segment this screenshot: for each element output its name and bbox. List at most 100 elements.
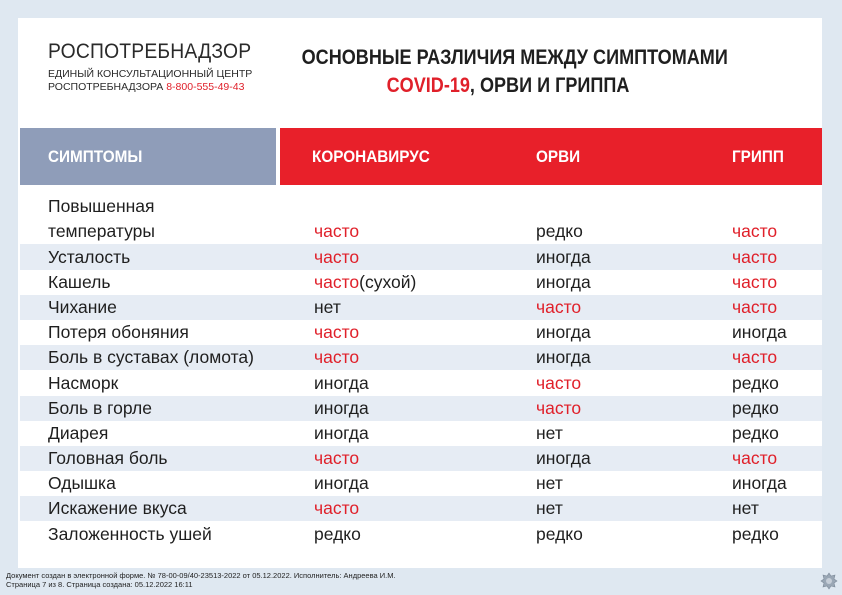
- frequency-value: редко: [314, 523, 361, 544]
- footer-line: Страница 7 из 8. Страница создана: 05.12…: [6, 580, 193, 589]
- frequency-value: иногда: [732, 322, 787, 343]
- flu-cell: редко: [732, 373, 779, 394]
- header-label: ОРВИ: [536, 147, 581, 166]
- frequency-value: часто: [314, 271, 360, 292]
- flu-cell: часто: [732, 448, 777, 469]
- symptom-cell: Головная боль: [48, 448, 168, 469]
- header-label: КОРОНАВИРУС: [312, 147, 430, 166]
- frequency-value: иногда: [536, 347, 591, 368]
- frequency-note: (сухой): [359, 271, 417, 292]
- orvi-cell: нет: [536, 423, 563, 444]
- flu-cell: часто: [732, 272, 777, 293]
- flu-cell: иногда: [732, 473, 787, 494]
- symptom-cell: Чихание: [48, 296, 117, 317]
- covid-cell: часто: [314, 498, 359, 519]
- flu-cell: часто: [732, 347, 777, 368]
- covid-cell: иногда: [314, 398, 369, 419]
- table-row: Боль в горле иногда часто редко: [20, 395, 822, 421]
- orvi-cell: нет: [536, 498, 563, 519]
- orvi-cell: иногда: [536, 322, 591, 343]
- title-line2: COVID-19, ОРВИ И ГРИППА: [302, 72, 715, 100]
- covid-cell: иногда: [314, 473, 369, 494]
- symptom-table: Повышенная температуры часто редко часто Уста…: [20, 194, 822, 547]
- title-line1: ОСНОВНЫЕ РАЗЛИЧИЯ МЕЖДУ СИМПТОМАМИ: [301, 46, 728, 69]
- flu-cell: редко: [732, 423, 779, 444]
- title-highlight: COVID-19: [386, 74, 470, 97]
- frequency-value: нет: [536, 498, 563, 519]
- frequency-value: часто: [732, 246, 778, 267]
- frequency-value: иногда: [314, 422, 369, 443]
- frequency-value: иногда: [536, 271, 591, 292]
- table-row: Головная боль часто иногда часто: [20, 445, 822, 472]
- poster: РОСПОТРЕБНАДЗОР ЕДИНЫЙ КОНСУЛЬТАЦИОННЫЙ …: [18, 18, 822, 568]
- frequency-value: часто: [536, 397, 582, 418]
- flu-cell: редко: [732, 398, 779, 419]
- orvi-cell: часто: [536, 398, 581, 419]
- symptom-cell: Боль в суставах (ломота): [48, 347, 254, 368]
- frequency-value: нет: [536, 422, 563, 443]
- table-row: Усталость часто иногда часто: [20, 244, 822, 270]
- org-block: РОСПОТРЕБНАДЗОР ЕДИНЫЙ КОНСУЛЬТАЦИОННЫЙ …: [48, 40, 269, 93]
- symptom-cell: Повышенная: [48, 196, 155, 216]
- symptom-cell: Насморк: [48, 372, 119, 393]
- symptom-cell: Боль в горле: [48, 397, 152, 418]
- frequency-value: иногда: [536, 448, 591, 469]
- frequency-value: иногда: [536, 322, 591, 343]
- table-row: Повышенная температуры часто редко часто: [20, 194, 822, 244]
- symptom-cell: Кашель: [48, 271, 111, 292]
- symptom-cell: Искажение вкуса: [48, 498, 187, 519]
- orvi-cell: иногда: [536, 448, 591, 469]
- org-line2: РОСПОТРЕБНАДЗОРА: [48, 81, 164, 93]
- frequency-value: редко: [732, 523, 779, 544]
- frequency-value: часто: [314, 322, 360, 343]
- frequency-value: редко: [732, 397, 779, 418]
- symptom-cell: Одышка: [48, 473, 116, 494]
- header-label: СИМПТОМЫ: [48, 147, 143, 166]
- symptom-cell: Диарея: [48, 422, 109, 443]
- orvi-cell: редко: [536, 524, 583, 545]
- frequency-value: нет: [536, 473, 563, 494]
- frequency-value: часто: [314, 347, 360, 368]
- hotline-phone: 8-800-555-49-43: [166, 81, 245, 93]
- covid-cell: часто: [314, 247, 359, 268]
- frequency-value: редко: [732, 372, 779, 393]
- table-row: Искажение вкуса часто нет нет: [20, 496, 822, 522]
- frequency-value: часто: [536, 296, 582, 317]
- symptom-cell: Потеря обоняния: [48, 322, 189, 343]
- orvi-cell: иногда: [536, 347, 591, 368]
- frequency-value: нет: [732, 498, 759, 519]
- table-row: Диарея иногда нет редко: [20, 421, 822, 446]
- frequency-value: редко: [732, 422, 779, 443]
- frequency-value: часто: [314, 246, 360, 267]
- table-row: Заложенность ушей редко редко редко: [20, 521, 822, 546]
- table-row: Потеря обоняния часто иногда иногда: [20, 320, 822, 345]
- covid-cell: иногда: [314, 423, 369, 444]
- header-label: ГРИПП: [732, 147, 784, 166]
- frequency-value: редко: [536, 221, 583, 242]
- frequency-value: иногда: [314, 473, 369, 494]
- table-row: Кашель часто(сухой) иногда часто: [20, 270, 822, 295]
- orvi-cell: иногда: [536, 272, 591, 293]
- covid-cell: часто: [314, 221, 359, 242]
- orvi-cell: часто: [536, 297, 581, 318]
- frequency-value: нет: [314, 296, 341, 317]
- covid-cell: часто(сухой): [314, 272, 416, 293]
- frequency-value: часто: [732, 271, 778, 292]
- table-row: Насморк иногда часто редко: [20, 370, 822, 395]
- covid-cell: часто: [314, 448, 359, 469]
- org-name: РОСПОТРЕБНАДЗОР: [48, 40, 252, 63]
- table-row: Боль в суставах (ломота) часто иногда часто: [20, 345, 822, 371]
- frequency-value: часто: [314, 498, 360, 519]
- table-row: Одышка иногда нет иногда: [20, 471, 822, 496]
- frequency-value: часто: [732, 347, 778, 368]
- page-title: ОСНОВНЫЕ РАЗЛИЧИЯ МЕЖДУ СИМПТОМАМИ COVID…: [301, 44, 728, 100]
- covid-cell: иногда: [314, 373, 369, 394]
- frequency-value: редко: [536, 523, 583, 544]
- frequency-value: иногда: [732, 473, 787, 494]
- header-diseases: КОРОНАВИРУС ОРВИ ГРИПП: [280, 128, 822, 185]
- flu-cell: нет: [732, 498, 759, 519]
- flu-cell: редко: [732, 524, 779, 545]
- flu-cell: часто: [732, 297, 777, 318]
- frequency-value: иногда: [314, 372, 369, 393]
- footer-line: Документ создан в электронной форме. № 7…: [6, 571, 396, 580]
